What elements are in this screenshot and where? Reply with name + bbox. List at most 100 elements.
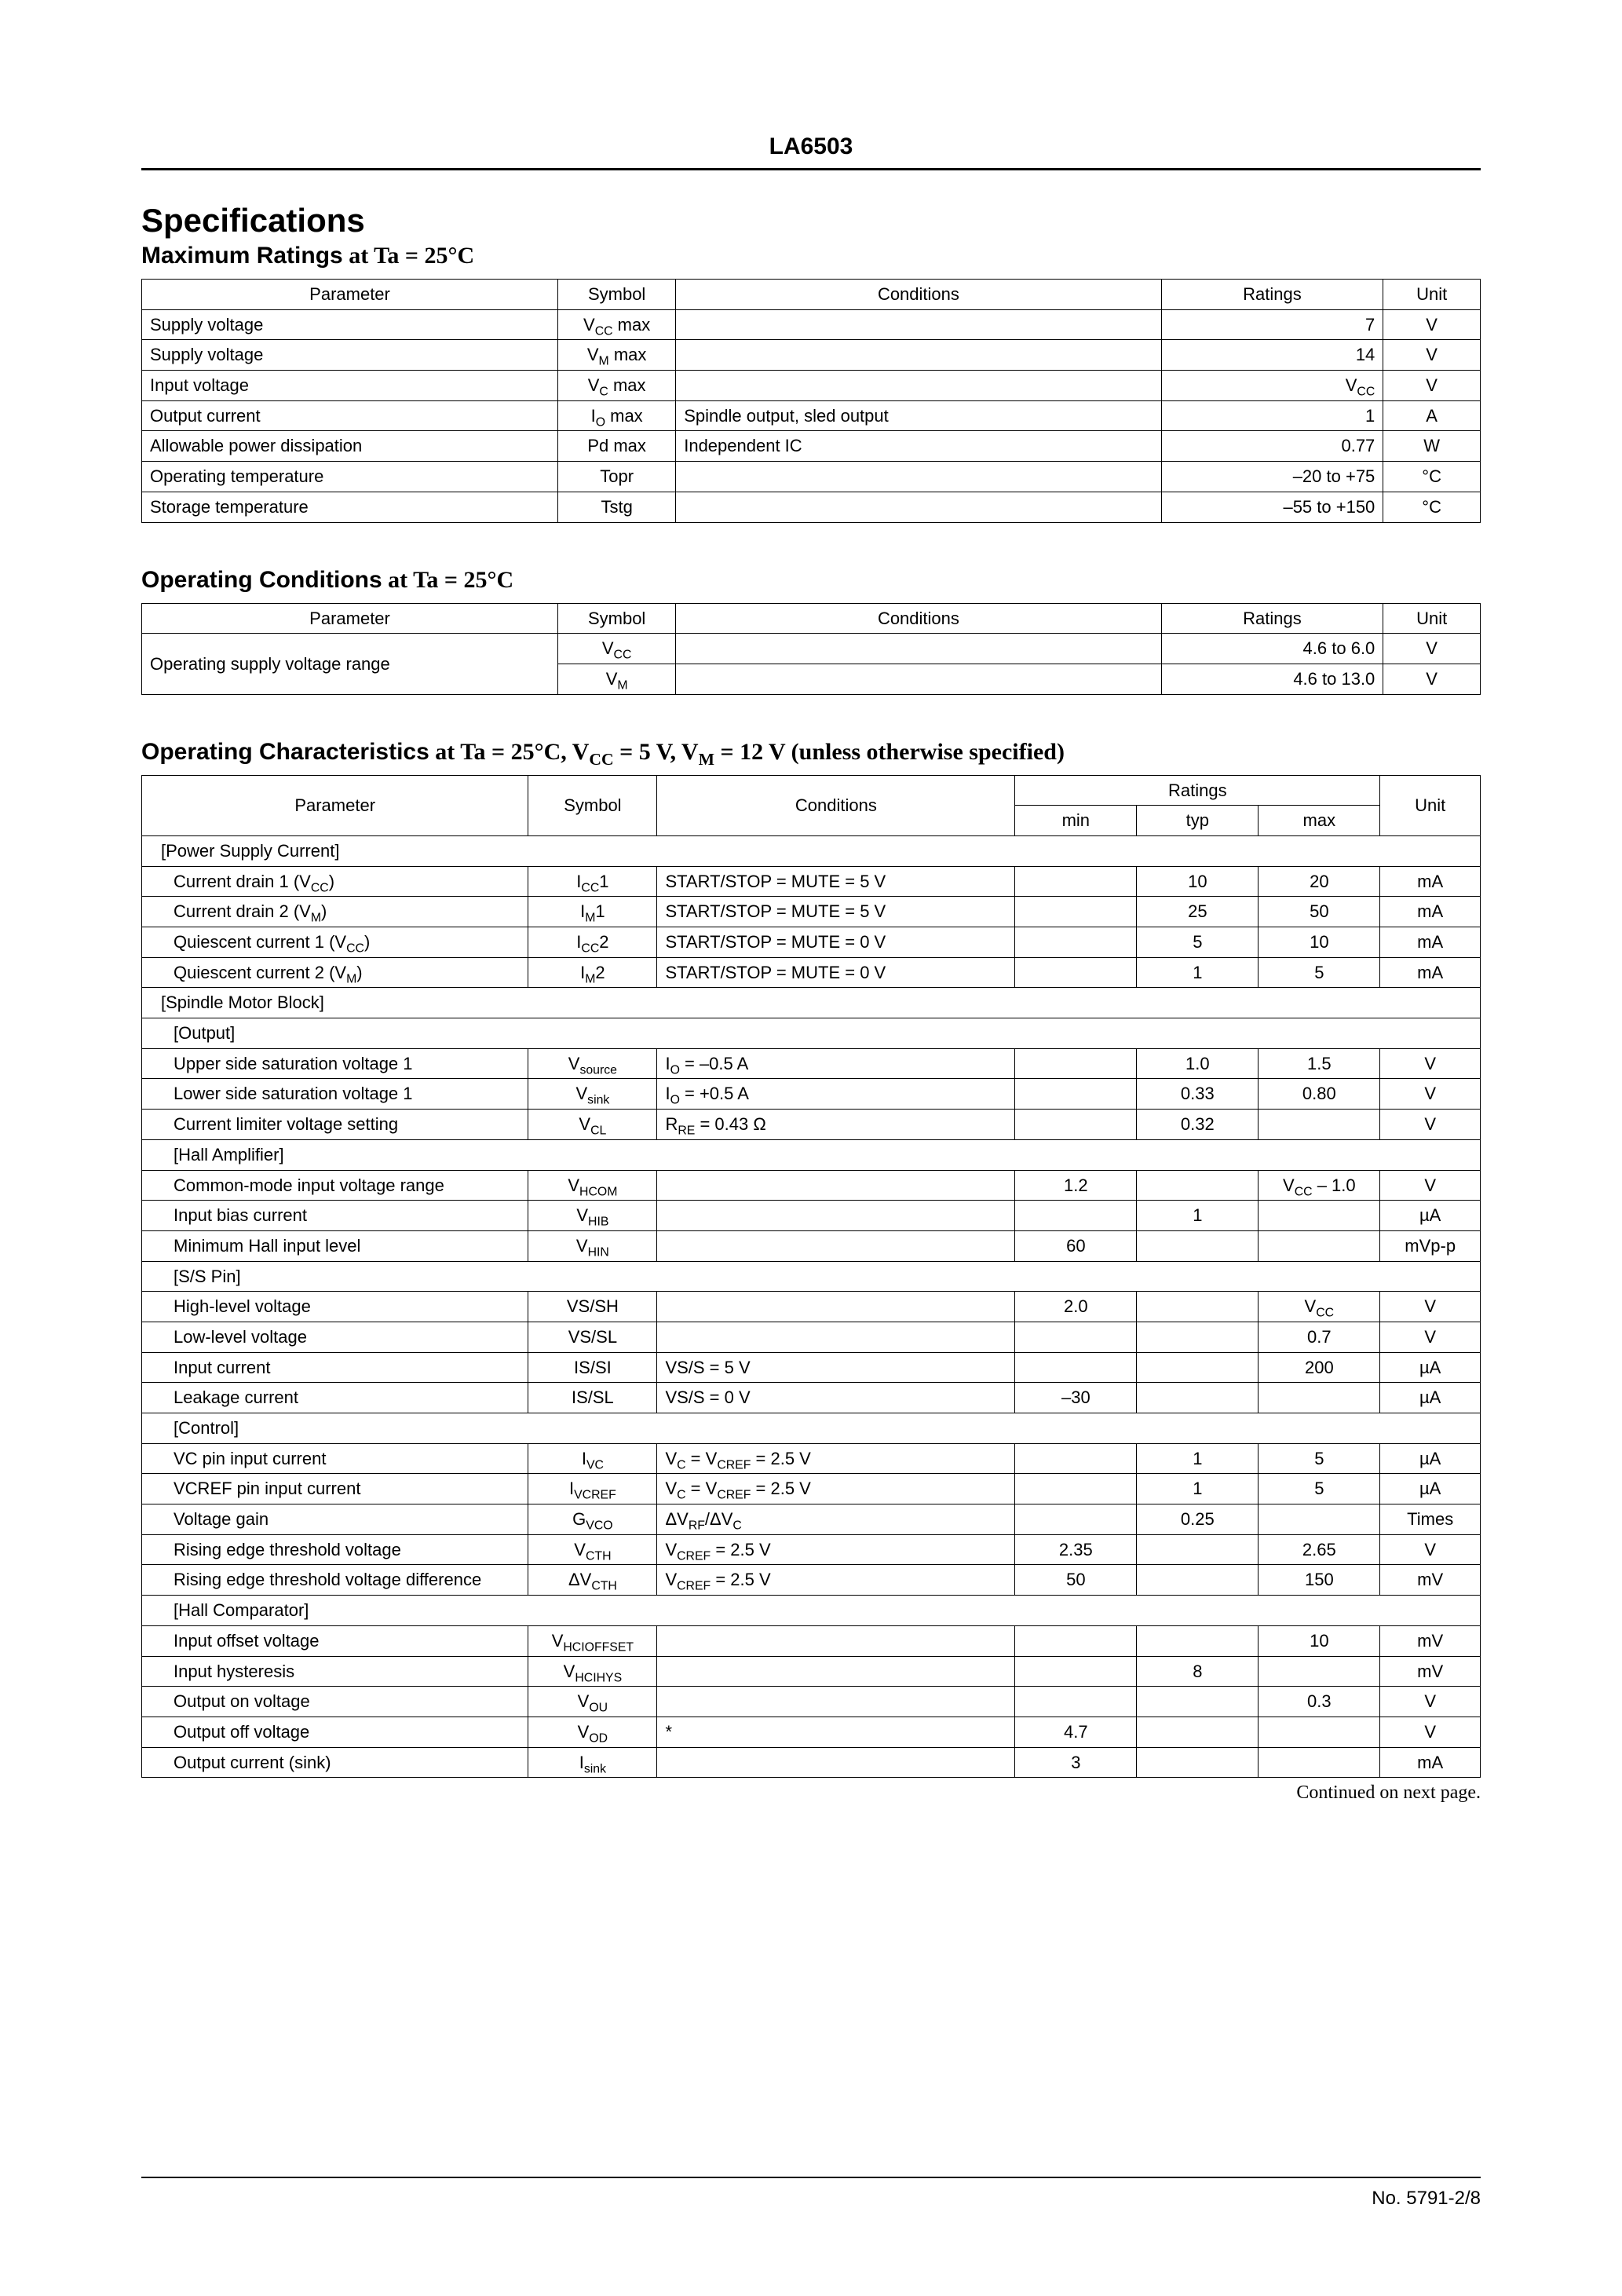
th-parameter: Parameter [142,775,528,835]
cell-typ [1137,1625,1259,1656]
cell-symbol: VHCOM [528,1170,657,1201]
cell-ratings: 4.6 to 6.0 [1161,634,1383,664]
cell-cond [657,1201,1015,1231]
cell-symbol: VHCIHYS [528,1656,657,1687]
table-row: Upper side saturation voltage 1VsourceIO… [142,1048,1481,1079]
cell-min: 2.0 [1015,1292,1137,1322]
cell-typ [1137,1352,1259,1383]
table-row: Quiescent current 1 (VCC)ICC2START/STOP … [142,927,1481,958]
table-row: Storage temperatureTstg–55 to +150°C [142,492,1481,522]
sec1-heading-text: Maximum Ratings [141,243,343,269]
footer-page-number: No. 5791-2/8 [1372,2188,1481,2210]
th-conditions: Conditions [676,280,1161,310]
cell-ratings: 14 [1161,340,1383,371]
cell-param: VCREF pin input current [142,1474,528,1504]
table-section-row: [Output] [142,1018,1481,1049]
cell-ratings: 7 [1161,309,1383,340]
cell-unit: V [1383,309,1481,340]
cell-param: Minimum Hall input level [142,1230,528,1261]
cell-unit: µA [1380,1383,1481,1413]
cell-min [1015,1048,1137,1079]
cell-cond: START/STOP = MUTE = 5 V [657,866,1015,897]
cell-unit: mA [1380,897,1481,927]
table-row: VCREF pin input currentIVCREFVC = VCREF … [142,1474,1481,1504]
cell-typ [1137,1687,1259,1717]
cell-param: Supply voltage [142,340,558,371]
cell-typ [1137,1565,1259,1596]
cell-unit: µA [1380,1201,1481,1231]
table-section-row: [Spindle Motor Block] [142,988,1481,1018]
table-section-row: [Control] [142,1413,1481,1444]
cell-param: Low-level voltage [142,1322,528,1352]
cell-max: 2.65 [1259,1534,1380,1565]
cell-typ: 0.25 [1137,1504,1259,1535]
cell-cond [676,309,1161,340]
cell-unit: mA [1380,927,1481,958]
cell-cond [657,1292,1015,1322]
table-row: Output on voltageVOU0.3V [142,1687,1481,1717]
table-header-row-1: Parameter Symbol Conditions Ratings Unit [142,775,1481,806]
cell-unit: V [1383,340,1481,371]
table-row: Operating temperatureTopr–20 to +75°C [142,462,1481,492]
cell-unit: V [1380,1110,1481,1140]
cell-unit: V [1383,664,1481,694]
cell-cond: START/STOP = MUTE = 0 V [657,927,1015,958]
cell-typ [1137,1534,1259,1565]
continued-note: Continued on next page. [141,1782,1481,1804]
cell-section: [S/S Pin] [142,1261,1481,1292]
cell-typ: 0.32 [1137,1110,1259,1140]
table-row: Voltage gainGVCOΔVRF/ΔVC0.25Times [142,1504,1481,1535]
table-header-row: Parameter Symbol Conditions Ratings Unit [142,603,1481,634]
cell-symbol: IM1 [528,897,657,927]
cell-param: Input offset voltage [142,1625,528,1656]
cell-symbol: VHIB [528,1201,657,1231]
cell-symbol: Isink [528,1747,657,1778]
cell-cond [676,664,1161,694]
cell-ratings: VCC [1161,371,1383,401]
cell-max: 10 [1259,927,1380,958]
cell-min: 60 [1015,1230,1137,1261]
table-row: Operating supply voltage rangeVCC4.6 to … [142,634,1481,664]
cell-min: 1.2 [1015,1170,1137,1201]
cell-param: Current limiter voltage setting [142,1110,528,1140]
cell-typ: 1 [1137,1443,1259,1474]
cell-symbol: Vsink [528,1079,657,1110]
cell-symbol: GVCO [528,1504,657,1535]
cell-min: 4.7 [1015,1717,1137,1747]
cell-max: 200 [1259,1352,1380,1383]
cell-typ: 1.0 [1137,1048,1259,1079]
cell-symbol: IO max [558,400,676,431]
cell-typ: 10 [1137,866,1259,897]
cell-unit: mA [1380,866,1481,897]
cell-symbol: VOU [528,1687,657,1717]
th-ratings: Ratings [1161,280,1383,310]
cell-symbol: ΔVCTH [528,1565,657,1596]
cell-ratings: 0.77 [1161,431,1383,462]
cell-min: –30 [1015,1383,1137,1413]
cell-unit: A [1383,400,1481,431]
cell-max: VCC – 1.0 [1259,1170,1380,1201]
cell-max [1259,1201,1380,1231]
cell-param: High-level voltage [142,1292,528,1322]
cell-min [1015,866,1137,897]
cell-min [1015,1352,1137,1383]
cell-typ: 25 [1137,897,1259,927]
cell-cond: Independent IC [676,431,1161,462]
cell-symbol: ICC1 [528,866,657,897]
table-row: Rising edge threshold voltageVCTHVCREF =… [142,1534,1481,1565]
cell-unit: µA [1380,1443,1481,1474]
cell-min [1015,1079,1137,1110]
cell-param: Lower side saturation voltage 1 [142,1079,528,1110]
th-symbol: Symbol [528,775,657,835]
cell-typ [1137,1717,1259,1747]
cell-section: [Spindle Motor Block] [142,988,1481,1018]
cell-symbol: VCC max [558,309,676,340]
cell-cond: ΔVRF/ΔVC [657,1504,1015,1535]
cell-max: 0.80 [1259,1079,1380,1110]
cell-symbol: Vsource [528,1048,657,1079]
cell-cond [676,492,1161,522]
cell-symbol: Pd max [558,431,676,462]
max-ratings-table: Parameter Symbol Conditions Ratings Unit… [141,279,1481,523]
cell-max [1259,1656,1380,1687]
cell-symbol: VHCIOFFSET [528,1625,657,1656]
